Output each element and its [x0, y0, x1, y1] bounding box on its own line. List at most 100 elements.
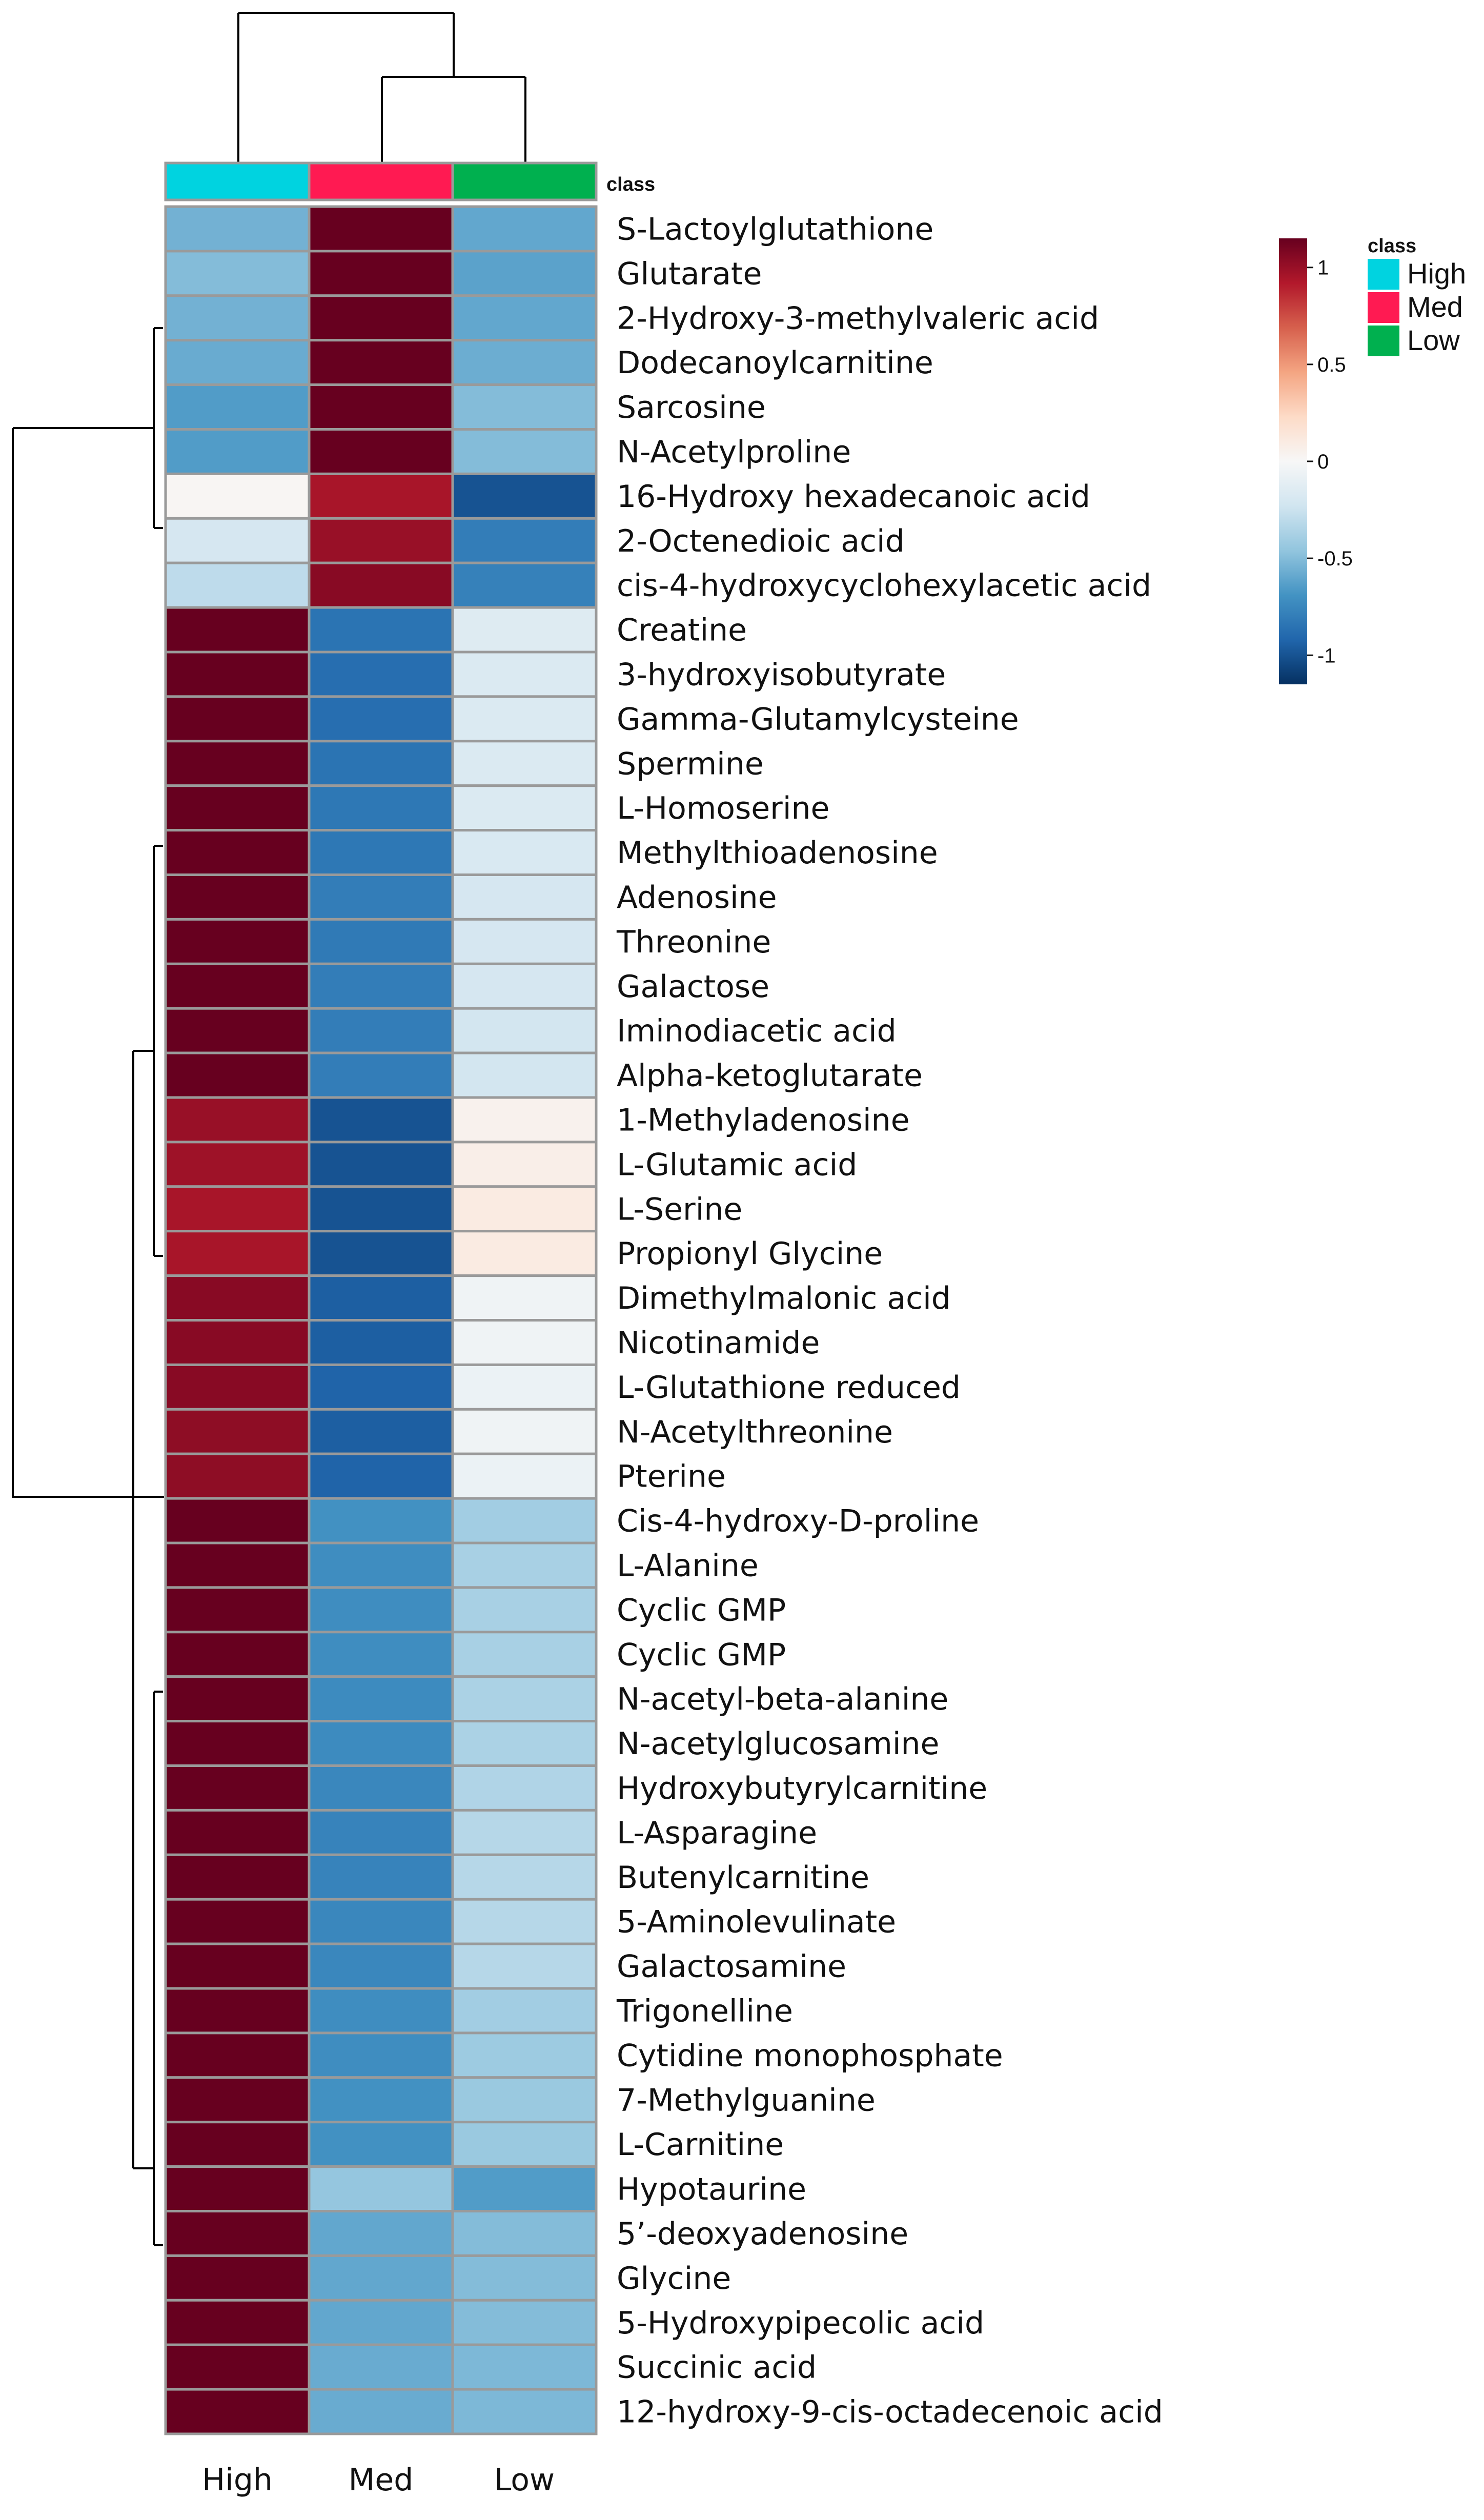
row-label: Iminodiacetic acid	[617, 1013, 897, 1049]
heatmap-cell-l-carnitine-low	[451, 2121, 598, 2168]
heatmap-cell-galactose-low	[451, 962, 598, 1010]
heatmap-cell-nicotinamide-high	[164, 1319, 311, 1366]
heatmap-cell-s-lactoylglutathione-low	[451, 205, 598, 253]
row-label: Pterine	[617, 1459, 726, 1495]
heatmap-cell-butenylcarnitine-high	[164, 1853, 311, 1901]
row-label: N-acetyl-beta-alanine	[617, 1681, 948, 1717]
heatmap-cell-spermine-high	[164, 740, 311, 787]
heatmap-cell-1-methyladenosine-high	[164, 1096, 311, 1144]
heatmap-cell-methylthioadenosine-high	[164, 829, 311, 876]
heatmap-cell-cytidine-monophosphate-high	[164, 2031, 311, 2079]
heatmap-cell-n-acetylglucosamine-med	[308, 1720, 454, 1767]
row-label: L-Homoserine	[617, 790, 829, 826]
heatmap-cell-7-methylguanine-high	[164, 2076, 311, 2124]
heatmap-cell-creatine-low	[451, 606, 598, 654]
scale-tick-label: -1	[1317, 644, 1336, 667]
row-label: Glycine	[617, 2261, 731, 2297]
class-legend-swatch-med	[1368, 292, 1399, 323]
heatmap-cell-cyclic-gmp-med	[308, 1631, 454, 1678]
heatmap-cell-hypotaurine-low	[451, 2165, 598, 2213]
heatmap-cell-l-alanine-med	[308, 1541, 454, 1589]
heatmap-cell-nicotinamide-low	[451, 1319, 598, 1366]
heatmap-cell-adenosine-high	[164, 873, 311, 921]
heatmap-cell-methylthioadenosine-med	[308, 829, 454, 876]
heatmap-cell-s-lactoylglutathione-med	[308, 205, 454, 253]
heatmap-cell-s-lactoylglutathione-high	[164, 205, 311, 253]
heatmap-cell-l-alanine-high	[164, 1541, 311, 1589]
heatmap-cell-cytidine-monophosphate-low	[451, 2031, 598, 2079]
heatmap-cell-l-carnitine-med	[308, 2121, 454, 2168]
heatmap-cell-n-acetyl-beta-alanine-med	[308, 1675, 454, 1723]
heatmap-cell-l-homoserine-low	[451, 784, 598, 832]
row-label: 5’-deoxyadenosine	[617, 2216, 908, 2252]
heatmap-cell-hydroxybutyrylcarnitine-med	[308, 1764, 454, 1812]
heatmap-cell-l-homoserine-med	[308, 784, 454, 832]
class-legend-title: class	[1368, 235, 1416, 257]
row-label: Methylthioadenosine	[617, 835, 938, 871]
class-annotation-label: class	[606, 174, 655, 195]
heatmap-cell-threonine-med	[308, 918, 454, 965]
class-bar-med	[308, 161, 454, 201]
heatmap-cell-glutarate-high	[164, 250, 311, 297]
heatmap-cell-iminodiacetic-acid-low	[451, 1007, 598, 1054]
row-label: 12-hydroxy-9-cis-octadecenoic acid	[617, 2394, 1163, 2430]
heatmap-cell-l-glutathione-reduced-med	[308, 1363, 454, 1411]
heatmap-cell-cis-4-hydroxycyclohexylacetic-acid-med	[308, 561, 454, 609]
heatmap-cell-cyclic-gmp-high	[164, 1631, 311, 1678]
heatmap-cell-succinic-acid-high	[164, 2343, 311, 2391]
heatmap-cell-n-acetylproline-low	[451, 428, 598, 475]
heatmap-cell-12-hydroxy-9-cis-octadecenoic-acid-med	[308, 2388, 454, 2435]
heatmap-cell-l-serine-med	[308, 1185, 454, 1233]
heatmap-cell-propionyl-glycine-med	[308, 1230, 454, 1277]
heatmap-cell-creatine-high	[164, 606, 311, 654]
heatmap-cell-n-acetyl-beta-alanine-low	[451, 1675, 598, 1723]
heatmap-cells	[164, 205, 598, 2435]
row-label: Cyclic GMP	[617, 1592, 786, 1628]
heatmap-cell-gamma-glutamylcysteine-low	[451, 695, 598, 743]
column-dendrogram	[237, 12, 526, 163]
row-label: cis-4-hydroxycyclohexylacetic acid	[617, 568, 1151, 604]
heatmap-cell-5-aminolevulinate-high	[164, 1898, 311, 1945]
heatmap-cell-dodecanoylcarnitine-low	[451, 339, 598, 387]
heatmap-cell-propionyl-glycine-low	[451, 1230, 598, 1277]
heatmap-cell-12-hydroxy-9-cis-octadecenoic-acid-low	[451, 2388, 598, 2435]
heatmap-cell-cyclic-gmp-low	[451, 1586, 598, 1634]
heatmap-cell-2-octenedioic-acid-med	[308, 517, 454, 564]
heatmap-cell-trigonelline-high	[164, 1987, 311, 2035]
heatmap-cell-2-octenedioic-acid-high	[164, 517, 311, 564]
heatmap-cell-l-glutamic-acid-high	[164, 1141, 311, 1188]
heatmap-cell-alpha-ketoglutarate-high	[164, 1051, 311, 1099]
row-label: L-Glutamic acid	[617, 1147, 857, 1183]
heatmap-cell-n-acetylproline-high	[164, 428, 311, 475]
heatmap-cell-n-acetylglucosamine-low	[451, 1720, 598, 1767]
class-bar-high	[164, 161, 311, 201]
heatmap-cell-5-deoxyadenosine-med	[308, 2210, 454, 2257]
heatmap-cell-1-methyladenosine-low	[451, 1096, 598, 1144]
heatmap-cell-16-hydroxy-hexadecanoic-acid-med	[308, 472, 454, 520]
heatmap-cell-l-glutathione-reduced-high	[164, 1363, 311, 1411]
heatmap-cell-glycine-high	[164, 2254, 311, 2302]
heatmap-cell-l-asparagine-med	[308, 1808, 454, 1856]
row-label: L-Glutathione reduced	[617, 1370, 961, 1406]
row-label: Sarcosine	[617, 390, 766, 425]
row-label: Butenylcarnitine	[617, 1860, 869, 1896]
scale-tick-label: 1	[1317, 257, 1329, 279]
row-label: Alpha-ketoglutarate	[617, 1058, 923, 1094]
heatmap-cell-pterine-med	[308, 1452, 454, 1500]
heatmap-cell-dodecanoylcarnitine-med	[308, 339, 454, 387]
row-label: 2-Hydroxy-3-methylvaleric acid	[617, 300, 1099, 336]
heatmap-cell-cis-4-hydroxy-d-proline-med	[308, 1497, 454, 1544]
row-label: N-Acetylthreonine	[617, 1414, 893, 1450]
heatmap-cell-spermine-med	[308, 740, 454, 787]
row-label: Spermine	[617, 746, 764, 782]
heatmap-cell-n-acetylproline-med	[308, 428, 454, 475]
heatmap-cell-trigonelline-low	[451, 1987, 598, 2035]
scale-tick-label: 0.5	[1317, 354, 1346, 376]
heatmap-cell-l-carnitine-high	[164, 2121, 311, 2168]
heatmap-cell-3-hydroxyisobutyrate-high	[164, 651, 311, 698]
heatmap-cell-l-asparagine-high	[164, 1808, 311, 1856]
heatmap-cell-5-hydroxypipecolic-acid-med	[308, 2299, 454, 2346]
heatmap-cell-gamma-glutamylcysteine-med	[308, 695, 454, 743]
